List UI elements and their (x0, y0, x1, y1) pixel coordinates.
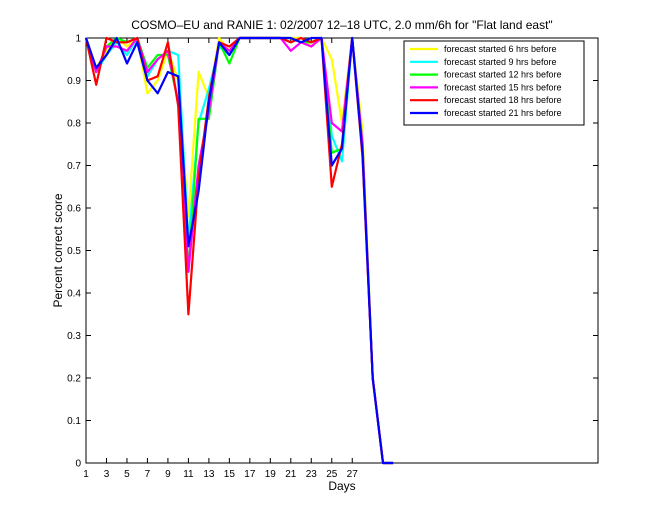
x-tick-label: 1 (83, 469, 89, 480)
x-tick-label: 15 (224, 469, 236, 480)
y-axis-title: Percent correct score (51, 193, 65, 307)
x-tick-label: 9 (165, 469, 171, 480)
legend-label: forecast started 6 hrs before (444, 44, 557, 54)
y-tick-label: 0.9 (67, 76, 81, 87)
x-tick-label: 21 (285, 469, 297, 480)
legend-label: forecast started 18 hrs before (444, 95, 562, 105)
x-axis-title: Days (328, 479, 355, 493)
y-tick-label: 0.7 (67, 161, 81, 172)
x-tick-label: 11 (183, 469, 194, 480)
x-tick-label: 19 (265, 469, 277, 480)
legend: forecast started 6 hrs before forecast st… (403, 40, 585, 126)
y-tick-label: 0.8 (67, 119, 81, 130)
y-tick-label: 0.2 (67, 374, 81, 385)
legend-label: forecast started 21 hrs before (444, 108, 562, 118)
y-tick-label: 0.6 (67, 204, 81, 215)
y-tick-label: 1 (75, 34, 81, 45)
y-tick-label: 0.1 (67, 416, 81, 427)
legend-box (403, 40, 585, 126)
x-tick-label: 23 (306, 469, 318, 480)
y-tick-label: 0.4 (67, 289, 81, 300)
x-tick-label: 17 (244, 469, 256, 480)
series-group (84, 36, 394, 465)
legend-label: forecast started 9 hrs before (444, 57, 557, 67)
y-tick-label: 0.3 (67, 331, 81, 342)
y-tick-label: 0 (75, 459, 81, 470)
x-ticks: 1 3 5 7 9 11 13 15 17 19 21 23 25 27 (83, 38, 358, 480)
chart-title: COSMO–EU and RANIE 1: 02/2007 12–18 UTC,… (131, 18, 552, 32)
x-tick-label: 3 (104, 469, 110, 480)
legend-label: forecast started 12 hrs before (444, 70, 562, 80)
x-tick-label: 27 (347, 469, 359, 480)
x-tick-label: 25 (326, 469, 338, 480)
x-tick-label: 5 (124, 469, 130, 480)
x-tick-label: 7 (145, 469, 151, 480)
x-tick-label: 13 (203, 469, 215, 480)
y-tick-label: 0.5 (67, 246, 81, 257)
series-line-6 (84, 36, 394, 465)
legend-label: forecast started 15 hrs before (444, 82, 562, 92)
y-ticks: 0 0.1 0.2 0.3 0.4 0.5 0.6 0.7 0.8 0.9 1 (67, 34, 598, 470)
